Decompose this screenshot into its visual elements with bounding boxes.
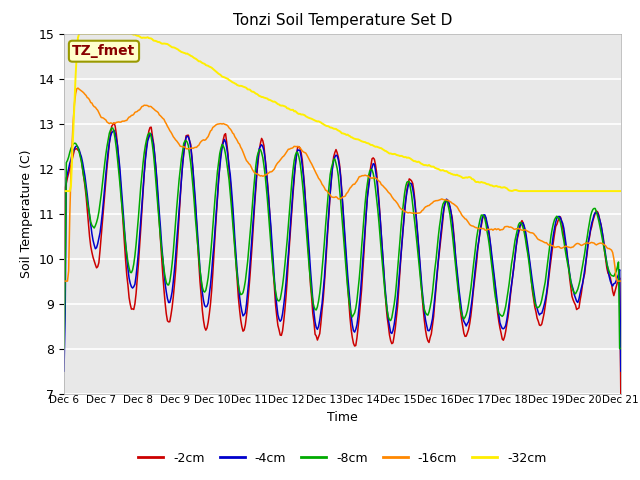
X-axis label: Time: Time xyxy=(327,410,358,423)
Y-axis label: Soil Temperature (C): Soil Temperature (C) xyxy=(20,149,33,278)
Text: TZ_fmet: TZ_fmet xyxy=(72,44,136,58)
Legend: -2cm, -4cm, -8cm, -16cm, -32cm: -2cm, -4cm, -8cm, -16cm, -32cm xyxy=(133,447,552,469)
Title: Tonzi Soil Temperature Set D: Tonzi Soil Temperature Set D xyxy=(233,13,452,28)
